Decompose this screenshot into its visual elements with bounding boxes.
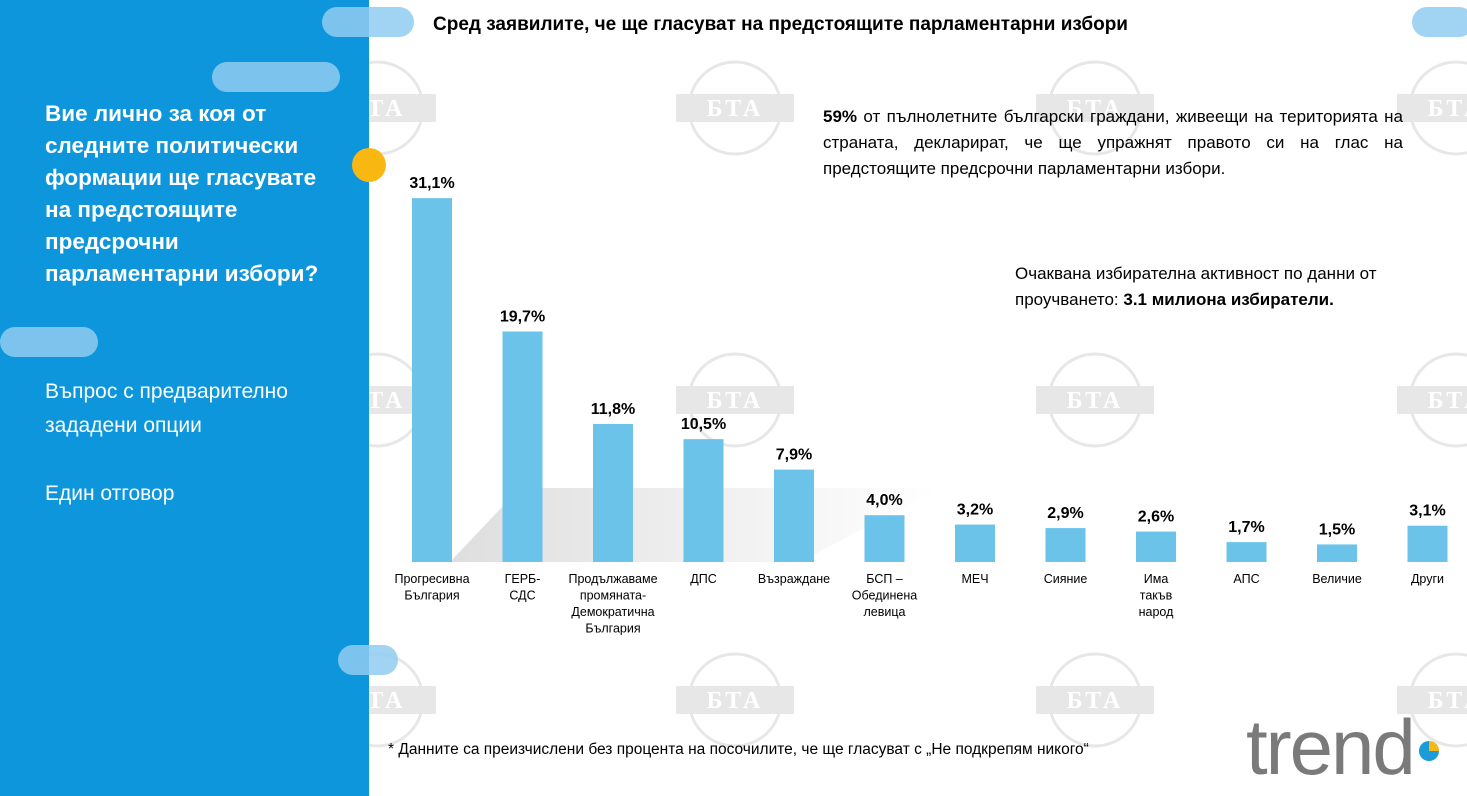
bar [502,331,543,562]
trend-logo: trend [1246,708,1439,783]
bar-value-label: 4,0% [866,492,902,509]
category-label: Величие [1312,572,1362,586]
category-label-line: Други [1411,572,1444,586]
bar [955,524,995,562]
decorative-pill [0,327,98,357]
category-label: Продължаваме промяната- Демократична Българ… [568,572,657,636]
category-label-line: България [404,589,459,603]
category-label-line: Величие [1312,572,1362,586]
svg-text:БТА: БТА [1428,388,1467,414]
question-type-line2: зададени опции [45,414,202,437]
bta-watermark: БТА [676,650,794,755]
category-label-line: Продължаваме [568,572,657,586]
bar [864,515,905,562]
question-type-note: Въпрос с предварително зададени опции [45,375,288,443]
bar [593,423,633,562]
decorative-pill [322,7,414,37]
bar-value-label: 3,1% [1409,503,1445,520]
bar-value-label: 11,8% [591,401,635,418]
svg-text:БТА: БТА [1067,388,1124,414]
category-label-line: Обединена [852,589,917,603]
svg-text:БТА: БТА [707,688,764,714]
bar-chart: 31,1% Прогресивна България 19,7% ГЕРБ- СДС 11,… [394,175,1448,636]
accent-dot [352,148,386,182]
decorative-pill [212,62,340,92]
bar-value-label: 31,1% [409,175,454,192]
svg-text:БТА: БТА [1067,96,1124,122]
category-label-line: Има [1144,572,1169,586]
category-label-line: БСП – [866,572,903,586]
category-label: ДПС [690,572,716,586]
bar [1317,544,1357,562]
bar [412,198,452,562]
category-label-line: ДПС [690,572,716,586]
svg-text:БТА: БТА [707,388,764,414]
bta-watermark: БТА [676,58,794,163]
bar [1136,531,1176,562]
bar [1045,528,1086,562]
bar-value-label: 19,7% [500,309,545,326]
svg-text:БТА: БТА [707,96,764,122]
decorative-pill [338,645,398,675]
svg-text:БТА: БТА [1428,96,1467,122]
category-label: АПС [1233,572,1259,586]
category-label-line: народ [1139,605,1174,619]
question-type-line1: Въпрос с предварително [45,380,288,403]
bar-value-label: 1,5% [1319,521,1355,538]
category-label-line: България [585,622,640,636]
category-label-line: левица [864,605,906,619]
category-label-line: такъв [1140,589,1173,603]
bta-watermark: БТА [1036,58,1154,163]
expected-turnout: Очаквана избирателна активност по данни … [1015,261,1415,313]
category-label-line: Демократична [571,605,654,619]
bta-watermark: БТА [1397,58,1467,163]
category-label: Има такъв народ [1139,572,1174,619]
category-label: Сияние [1044,572,1088,586]
footnote: * Данните са преизчислени без процента н… [388,741,1089,758]
svg-text:БТА: БТА [1067,688,1124,714]
bar-value-label: 1,7% [1228,519,1264,536]
turnout-text: Очаквана избирателна активност по данни … [1015,264,1377,309]
answer-type-note: Един отговор [45,482,175,505]
bta-watermark: БТА [676,350,794,455]
bar [774,469,814,562]
category-label: Прогресивна България [394,572,469,603]
bta-watermark: БТА [1036,350,1154,455]
category-label-line: АПС [1233,572,1259,586]
survey-question: Вие лично за коя от следните политически… [45,101,319,286]
turnout-value: 3.1 милиона избиратели. [1123,290,1334,309]
participation-text: от пълнолетните български граждани, живе… [823,107,1403,178]
category-label-line: МЕЧ [961,572,988,586]
category-label: МЕЧ [961,572,988,586]
category-label-line: Възраждане [758,572,830,586]
left-panel [0,0,369,796]
participation-description: 59% от пълнолетните български граждани, … [823,104,1403,182]
participation-percent: 59% [823,107,858,126]
bta-watermark: БТА [1397,350,1467,455]
bar [683,439,724,562]
bar-value-label: 10,5% [681,416,726,433]
category-label-line: Прогресивна [394,572,469,586]
bta-watermark: БТА [1036,650,1154,755]
category-label-line: СДС [509,589,535,603]
bar-value-label: 2,9% [1047,505,1083,522]
category-label: БСП – Обединена левица [852,572,917,619]
category-label-line: ГЕРБ- [505,572,541,586]
category-label: Възраждане [758,572,830,586]
category-label: ГЕРБ- СДС [505,572,541,603]
bta-watermark: БТА [1397,650,1467,755]
bar-value-label: 7,9% [776,447,812,464]
chart-title: Сред заявилите, че ще гласуват на предст… [433,14,1128,35]
logo-pie-yellow [1429,741,1439,751]
category-label-line: промяната- [580,589,646,603]
bar-value-label: 2,6% [1138,509,1174,526]
svg-text:БТА: БТА [1428,688,1467,714]
logo-text: trend [1246,708,1414,783]
category-label-line: Сияние [1044,572,1088,586]
decorative-pill [1412,7,1467,37]
category-label: Други [1411,572,1444,586]
bar-value-label: 3,2% [957,502,993,519]
bar [1407,525,1448,562]
bar [1226,542,1267,562]
